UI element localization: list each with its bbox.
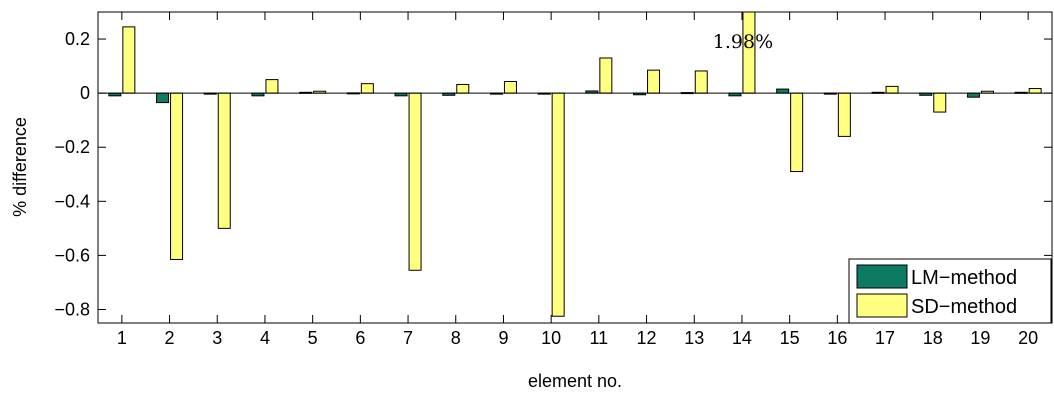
x-tick-label: 20: [1018, 328, 1038, 348]
bar-series2-element-11: [599, 57, 613, 94]
x-tick-label: 8: [451, 328, 461, 348]
legend-swatch-lm-method: [856, 264, 908, 289]
bar-series2-element-16: [837, 92, 851, 137]
y-tick-label: 0: [80, 83, 90, 103]
x-tick-label: 1: [117, 328, 127, 348]
y-tick-label: −0.8: [54, 299, 90, 319]
y-tick-label: 0.2: [65, 29, 90, 49]
x-tick-label: 10: [541, 328, 561, 348]
y-tick-label: −0.4: [54, 191, 90, 211]
legend: LM−method SD−method: [848, 258, 1052, 324]
x-tick-label: 5: [308, 328, 318, 348]
y-axis-title: % difference: [10, 117, 30, 217]
y-ticks-group: −0.8 −0.6 −0.4 −0.2 0 0.2: [54, 29, 1052, 319]
bar-series2-element-2: [170, 92, 184, 260]
bar-series2-element-8: [456, 83, 470, 94]
bar-series2-element-17: [885, 85, 899, 94]
bar-series2-element-15: [790, 92, 804, 173]
x-ticks-group: 1 2 3 4 5 6 7 8 9 10 11 12 13 14 15 16 17 18 19 20: [117, 12, 1038, 348]
bar-series2-element-18: [933, 92, 947, 113]
x-tick-label: 6: [355, 328, 365, 348]
bar-series2-element-20: [1028, 88, 1042, 94]
y-tick-label: −0.6: [54, 245, 90, 265]
x-tick-label: 11: [590, 328, 609, 348]
bar-series2-element-4: [265, 79, 279, 94]
bar-series2-element-7: [408, 92, 422, 271]
x-tick-label: 9: [498, 328, 508, 348]
x-axis-title: element no.: [528, 371, 622, 391]
bar-series2-element-12: [647, 69, 661, 94]
x-tick-label: 4: [260, 328, 270, 348]
bar-series2-element-13: [694, 70, 708, 94]
x-tick-label: 3: [212, 328, 222, 348]
bar-series1-element-19: [966, 92, 980, 98]
x-tick-label: 16: [827, 328, 847, 348]
bar-series2-element-9: [503, 81, 517, 94]
y-tick-label: −0.2: [54, 137, 90, 157]
bar-annotation-label: 1.98%: [713, 31, 773, 53]
x-tick-label: 18: [923, 328, 943, 348]
bar-series2-element-3: [217, 92, 231, 229]
x-tick-label: 19: [970, 328, 990, 348]
x-tick-label: 17: [875, 328, 895, 348]
x-tick-label: 14: [732, 328, 752, 348]
x-tick-label: 2: [165, 328, 175, 348]
x-tick-label: 7: [403, 328, 413, 348]
bars-group: [108, 11, 1042, 317]
bar-series2-element-6: [360, 83, 374, 94]
legend-label-sd-method: SD−method: [911, 296, 1017, 318]
bar-series2-element-1: [122, 26, 136, 94]
bar-series2-element-10: [551, 92, 565, 317]
legend-label-lm-method: LM−method: [911, 267, 1017, 289]
bar-series1-element-15: [776, 88, 790, 94]
legend-swatch-sd-method: [856, 293, 908, 318]
bar-series1-element-2: [156, 92, 170, 104]
x-tick-label: 12: [637, 328, 657, 348]
annotations-group: 1.98%: [713, 31, 773, 53]
x-tick-label: 15: [780, 328, 800, 348]
x-tick-label: 13: [684, 328, 704, 348]
